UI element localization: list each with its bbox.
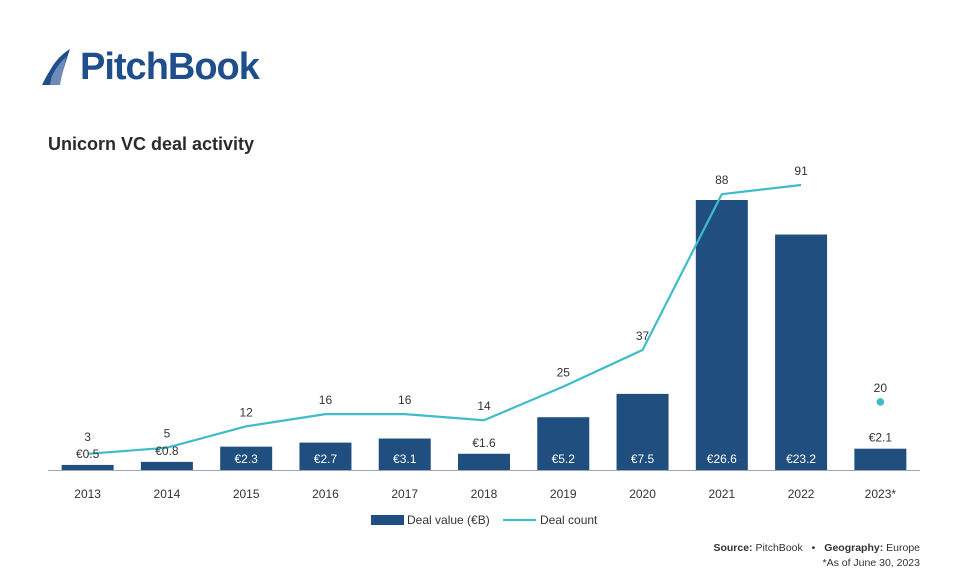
deal-count-label: 20 (874, 381, 888, 395)
bar (220, 446, 273, 470)
legend-bar-swatch (371, 515, 404, 525)
bar (775, 234, 828, 470)
separator: • (811, 542, 816, 554)
legend-line-label: Deal count (540, 513, 598, 527)
data-labels: €0.5 €0.8 €2.3 €2.7 €3.1 €1.6 €5.2 €7.5 €26.6 €23… (76, 164, 892, 466)
x-tick-label: 2016 (312, 487, 339, 501)
x-axis: 2013 2014 2015 2016 2017 2018 2019 2020 2021 2022… (48, 470, 920, 501)
deal-count-label: 5 (164, 427, 171, 441)
bar (854, 448, 907, 470)
bar-value-label: €7.5 (631, 452, 655, 466)
bar (695, 200, 748, 470)
geography-label: Geography: (824, 542, 884, 554)
deal-count-label: 88 (715, 173, 729, 187)
bar (458, 453, 510, 470)
sail-logo-icon (42, 49, 70, 85)
x-tick-label: 2013 (74, 487, 101, 501)
bar-value-label: €0.5 (76, 447, 100, 461)
x-tick-label: 2014 (154, 487, 181, 501)
bar-value-label: €26.6 (707, 452, 737, 466)
bar-value-label: €2.7 (314, 452, 338, 466)
bar-value-label: €5.2 (552, 452, 576, 466)
bar (140, 461, 193, 470)
x-tick-label: 2015 (233, 487, 260, 501)
bar-value-label: €0.8 (155, 444, 179, 458)
deal-count-label: 12 (240, 405, 254, 419)
x-tick-label: 2023* (865, 487, 897, 501)
legend: Deal value (€B) Deal count (371, 513, 598, 527)
bar-value-label: €2.1 (869, 431, 893, 445)
legend-bar-label: Deal value (€B) (407, 513, 490, 527)
deal-count-label: 37 (636, 329, 650, 343)
deal-count-point (876, 398, 885, 406)
source-label: Source: (713, 542, 753, 554)
bar (616, 393, 669, 470)
x-tick-label: 2022 (788, 487, 815, 501)
source-line: Source: PitchBook • Geography: Europe (713, 541, 920, 556)
bar (61, 464, 114, 470)
x-tick-label: 2018 (471, 487, 498, 501)
x-tick-label: 2019 (550, 487, 577, 501)
pitchbook-logo: PitchBook (40, 44, 260, 90)
bar (299, 442, 352, 470)
source-note: Source: PitchBook • Geography: Europe *A… (713, 541, 920, 571)
x-tick-label: 2017 (391, 487, 418, 501)
x-tick-label: 2021 (708, 487, 735, 501)
deal-count-label: 16 (319, 393, 333, 407)
deal-count-label: 3 (84, 430, 91, 444)
brand-name: PitchBook (80, 46, 260, 88)
bar-value-label: €3.1 (393, 452, 417, 466)
line-series (87, 183, 885, 455)
deal-count-label: 14 (477, 399, 491, 413)
bar-value-label: €2.3 (235, 452, 259, 466)
bar-value-label: €23.2 (786, 452, 816, 466)
as-of-note: *As of June 30, 2023 (822, 557, 921, 569)
bar-value-label: €1.6 (472, 436, 496, 450)
chart-title: Unicorn VC deal activity (48, 134, 255, 154)
bar-series (61, 200, 907, 470)
source-value: PitchBook (755, 542, 803, 554)
x-tick-label: 2020 (629, 487, 656, 501)
chart: €0.5 €0.8 €2.3 €2.7 €3.1 €1.6 €5.2 €7.5 €26.6 €23… (48, 164, 920, 527)
geography-value: Europe (886, 542, 920, 554)
deal-count-label: 16 (398, 393, 412, 407)
deal-count-label: 25 (557, 366, 571, 380)
deal-count-label: 91 (794, 164, 808, 178)
deal-count-line (87, 183, 802, 455)
bar (537, 417, 590, 470)
bar (378, 438, 431, 470)
